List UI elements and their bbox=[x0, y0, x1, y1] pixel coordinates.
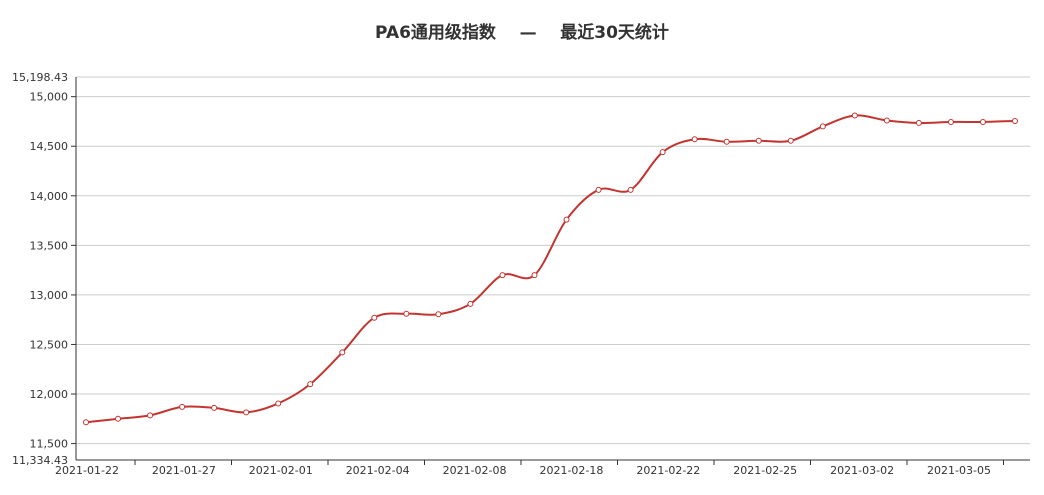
data-point bbox=[851, 112, 858, 119]
y-tick-label: 14,000 bbox=[30, 190, 69, 203]
chart-title: PA6通用级指数 — 最近30天统计 bbox=[375, 23, 669, 43]
data-point bbox=[595, 186, 602, 193]
axes bbox=[71, 77, 1030, 465]
x-tick-label: 2021-02-22 bbox=[636, 464, 700, 477]
data-point bbox=[499, 272, 506, 279]
data-points bbox=[83, 112, 1018, 426]
data-point bbox=[147, 412, 154, 419]
grid-lines bbox=[76, 76, 1030, 445]
y-min-label: 11,334.43 bbox=[12, 454, 68, 467]
x-tick-label: 2021-02-25 bbox=[733, 464, 797, 477]
y-max-label: 15,198.43 bbox=[12, 71, 68, 84]
x-tick-label: 2021-02-18 bbox=[539, 464, 603, 477]
data-point bbox=[307, 381, 314, 388]
data-point bbox=[211, 404, 218, 411]
x-tick-label: 2021-01-22 bbox=[55, 464, 119, 477]
data-point bbox=[787, 137, 794, 144]
data-point bbox=[531, 272, 538, 279]
data-point bbox=[467, 300, 474, 307]
y-tick-label: 13,500 bbox=[30, 239, 69, 252]
data-point bbox=[563, 216, 570, 223]
data-point bbox=[1012, 117, 1018, 124]
data-point bbox=[979, 118, 986, 125]
data-point bbox=[179, 403, 186, 410]
data-point bbox=[435, 311, 442, 318]
data-point bbox=[819, 123, 826, 130]
data-point bbox=[243, 409, 250, 416]
data-point bbox=[627, 186, 634, 193]
data-point bbox=[691, 136, 698, 143]
data-point bbox=[883, 117, 890, 124]
y-tick-label: 13,000 bbox=[30, 289, 69, 302]
y-tick-label: 12,500 bbox=[30, 338, 69, 351]
y-tick-label: 15,000 bbox=[30, 91, 69, 104]
y-tick-label: 14,500 bbox=[30, 140, 69, 153]
data-point bbox=[723, 138, 730, 145]
data-point bbox=[755, 137, 762, 144]
data-point bbox=[275, 400, 282, 407]
data-point bbox=[115, 415, 122, 422]
data-point bbox=[947, 118, 954, 125]
y-axis-labels: 11,500 12,000 12,500 13,000 13,500 14,000 14,5… bbox=[12, 71, 68, 467]
x-tick-label: 2021-03-05 bbox=[927, 464, 991, 477]
x-tick-label: 2021-03-02 bbox=[830, 464, 894, 477]
series-line bbox=[85, 114, 1016, 424]
data-point bbox=[915, 119, 922, 126]
data-point bbox=[339, 349, 346, 356]
data-point bbox=[83, 419, 89, 426]
data-point bbox=[371, 314, 378, 321]
x-axis-labels: 2021-01-22 2021-01-27 2021-02-01 2021-02-04… bbox=[55, 464, 991, 477]
x-tick-label: 2021-02-04 bbox=[346, 464, 410, 477]
x-tick-label: 2021-02-01 bbox=[249, 464, 313, 477]
data-point bbox=[659, 149, 666, 156]
y-tick-label: 12,000 bbox=[30, 388, 69, 401]
x-tick-label: 2021-02-08 bbox=[443, 464, 507, 477]
x-tick-label: 2021-01-27 bbox=[152, 464, 216, 477]
y-tick-label: 11,500 bbox=[30, 438, 69, 451]
data-point bbox=[403, 310, 410, 317]
